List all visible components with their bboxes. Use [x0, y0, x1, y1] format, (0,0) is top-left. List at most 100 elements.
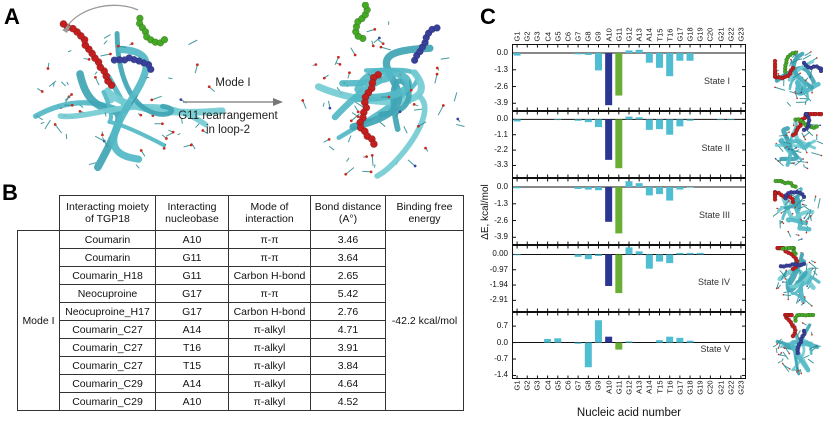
bottom-tick-label-G7: G7: [573, 380, 583, 391]
bar-G12: [625, 247, 633, 255]
subplot-state-iii: State III: [512, 178, 746, 245]
top-tick-label-G23: G23: [736, 27, 746, 42]
nucleobase-cell: A14: [155, 320, 229, 339]
bar-G11: [615, 187, 623, 234]
mode-cell: π-π: [228, 284, 311, 303]
top-tick-label-G19: G19: [695, 27, 705, 42]
rearrangement-caption-line2: in loop-2: [205, 124, 251, 136]
ytick-label-State I--2.6: -2.6: [494, 81, 508, 91]
bar-G8: [584, 53, 592, 55]
bottom-tick-label-G1: G1: [512, 380, 522, 391]
bar-T15: [656, 119, 664, 130]
bar-A14: [645, 119, 653, 130]
state-v-structure-thumbnail: [773, 313, 822, 376]
table-header-moiety: Interacting moiety of TGP18: [59, 195, 156, 231]
top-tick-label-G3: G3: [532, 31, 542, 42]
bar-T16: [666, 187, 674, 201]
bar-G7: [574, 53, 582, 55]
top-tick-label-A13: A13: [634, 28, 644, 42]
bottom-tick-label-C4: C4: [543, 380, 553, 391]
row-group-cell: Mode I: [17, 230, 60, 411]
ytick-label-State IV--0.97: -0.97: [489, 264, 508, 274]
top-tick-label-G9: G9: [593, 31, 603, 42]
table-header-distance: Bond distance (A°): [310, 195, 386, 231]
top-tick-label-G18: G18: [685, 27, 695, 42]
mode-cell: π-π: [228, 248, 311, 267]
bar-G12: [625, 341, 633, 343]
bar-G1: [513, 254, 521, 256]
right-arrow-icon: [183, 98, 283, 106]
distance-cell: 4.52: [310, 392, 386, 411]
bottom-tick-label-A14: A14: [644, 380, 654, 394]
mode-arrow-label: Mode I: [215, 77, 251, 89]
bar-G5: [554, 119, 562, 121]
bar-G9: [594, 320, 602, 343]
nucleobase-cell: G11: [155, 248, 229, 267]
subplot-state-i: State I: [512, 44, 746, 111]
mode-cell: π-alkyl: [228, 338, 311, 357]
bar-A14: [645, 187, 653, 196]
bar-T15: [656, 187, 664, 195]
table-row: Coumarin_C27 T15 π-alkyl 3.84: [18, 356, 464, 375]
table-row: Neocuproine G17 π-π 5.42: [18, 284, 464, 303]
state-label: State IV: [698, 277, 730, 287]
bar-G7: [574, 187, 582, 189]
ytick-label-State III--2.6: -2.6: [494, 215, 508, 225]
bar-G1: [513, 187, 521, 189]
bar-G8: [584, 187, 592, 190]
distance-cell: 4.64: [310, 374, 386, 393]
bottom-tick-label-T15: T15: [655, 380, 665, 394]
bar-G11: [615, 119, 623, 169]
state-label: State III: [699, 210, 730, 220]
distance-cell: 2.76: [310, 302, 386, 321]
bar-A10: [605, 53, 613, 106]
bar-G8: [584, 254, 592, 260]
nucleobase-cell: A10: [155, 230, 229, 249]
nucleobase-cell: A14: [155, 374, 229, 393]
bar-G12: [625, 181, 633, 188]
distance-cell: 4.71: [310, 320, 386, 339]
bottom-tick-label-G9: G9: [593, 380, 603, 391]
mode-cell: π-alkyl: [228, 320, 311, 339]
ytick-label-State II--1.1: -1.1: [494, 129, 508, 139]
bar-A13: [635, 183, 643, 188]
panel-b-label: B: [2, 180, 18, 205]
table-row: Coumarin_C27 T16 π-alkyl 3.91: [18, 338, 464, 357]
panel-a-label: A: [4, 4, 20, 29]
distance-cell: 3.91: [310, 338, 386, 357]
bottom-tick-label-C6: C6: [563, 380, 573, 391]
bar-G1: [513, 119, 521, 122]
mode-cell: π-π: [228, 230, 311, 249]
binding-free-energy-cell: -42.2 kcal/mol: [385, 230, 464, 411]
nucleobase-cell: G17: [155, 302, 229, 321]
table-header-row: Interacting moiety of TGP18 Interacting …: [18, 195, 464, 231]
bar-G7: [574, 342, 582, 344]
moiety-cell: Coumarin_C29: [59, 374, 156, 393]
bar-G7: [574, 254, 582, 257]
bottom-tick-label-A13: A13: [634, 380, 644, 394]
bar-G8: [584, 119, 592, 123]
ytick-label-State IV--1.94: -1.94: [489, 280, 508, 290]
ytick-label-State V-0.7: 0.7: [496, 321, 508, 331]
bar-G21: [717, 119, 725, 121]
table-row: Coumarin_C27 A14 π-alkyl 4.71: [18, 320, 464, 339]
bottom-tick-label-C20: C20: [705, 380, 715, 395]
interaction-table: Interacting moiety of TGP18 Interacting …: [17, 195, 464, 411]
state-i-structure-thumbnail: [773, 50, 823, 107]
bar-T15: [656, 53, 664, 68]
bottom-tick-label-G12: G12: [624, 380, 634, 395]
panel-c-label: C: [480, 4, 496, 29]
ytick-label-State V--1.4: -1.4: [494, 370, 508, 380]
ytick-label-State V--0.7: -0.7: [494, 354, 508, 364]
top-tick-label-T15: T15: [655, 28, 665, 42]
bar-G17: [676, 337, 684, 343]
table-header-empty: [18, 196, 60, 231]
bar-G5: [554, 338, 562, 343]
ytick-label-State III--1.3: -1.3: [494, 198, 508, 208]
subplot-state-iv: State IV: [512, 245, 746, 312]
bar-G18: [686, 187, 694, 188]
table-row: Coumarin G11 π-π 3.64: [18, 248, 464, 267]
bar-G9: [594, 53, 602, 71]
bar-A10: [605, 187, 613, 222]
ytick-label-State II--2.2: -2.2: [494, 145, 508, 155]
